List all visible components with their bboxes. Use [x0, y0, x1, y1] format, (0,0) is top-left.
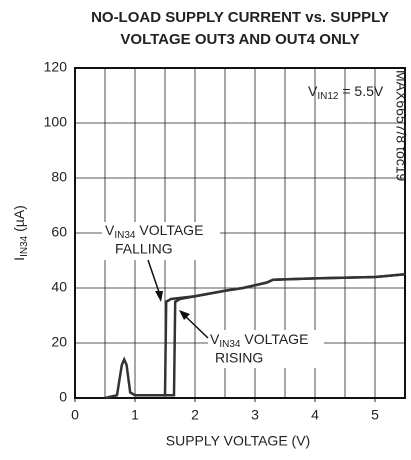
y-tick-label: 100 [44, 114, 68, 130]
x-tick-label: 2 [191, 407, 199, 423]
plot-frame [74, 67, 406, 399]
annotation: FALLING [115, 241, 173, 257]
chart-title: NO-LOAD SUPPLY CURRENT vs. SUPPLY [91, 9, 389, 26]
y-tick-label: 0 [59, 389, 67, 405]
annotation-bg [102, 222, 220, 260]
text-main: I [11, 257, 27, 261]
y-tick-label: 20 [51, 334, 67, 350]
annotation: RISING [215, 350, 263, 366]
text-rest: VOLTAGE [135, 222, 203, 238]
arrow-head [155, 291, 163, 302]
text-sub: IN34 [114, 230, 136, 241]
x-tick-label: 0 [71, 407, 79, 423]
x-tick-label: 1 [131, 407, 139, 423]
y-tick-label: 40 [51, 279, 67, 295]
text-main: V [308, 83, 318, 99]
annotation: VIN34 VOLTAGE [105, 222, 203, 241]
series-line [135, 273, 406, 397]
x-tick-label: 5 [371, 407, 379, 423]
text-sub: IN34 [19, 235, 30, 257]
y-axis-label: IIN34 (µA) [11, 205, 30, 261]
x-tick-label: 3 [251, 407, 259, 423]
side-note: MAX6657/8 toc19 [393, 70, 409, 182]
text-sub: IN34 [219, 339, 241, 350]
text-sub: IN12 [317, 91, 339, 102]
annotation: VIN12 = 5.5V [308, 83, 384, 102]
x-tick-label: 4 [311, 407, 319, 423]
x-axis-label: SUPPLY VOLTAGE (V) [166, 433, 310, 449]
chart-title: VOLTAGE OUT3 AND OUT4 ONLY [120, 31, 359, 48]
arrow-head [179, 310, 190, 320]
text-main: V [210, 331, 220, 347]
y-tick-label: 60 [51, 224, 67, 240]
y-tick-label: 120 [44, 59, 68, 75]
annotation: VIN34 VOLTAGE [210, 331, 308, 350]
text-rest: VOLTAGE [240, 331, 308, 347]
text-main: V [105, 222, 115, 238]
annotation-bg [208, 330, 324, 368]
y-tick-label: 80 [51, 169, 67, 185]
text-rest: = 5.5V [338, 83, 383, 99]
text-rest: (µA) [11, 205, 27, 236]
